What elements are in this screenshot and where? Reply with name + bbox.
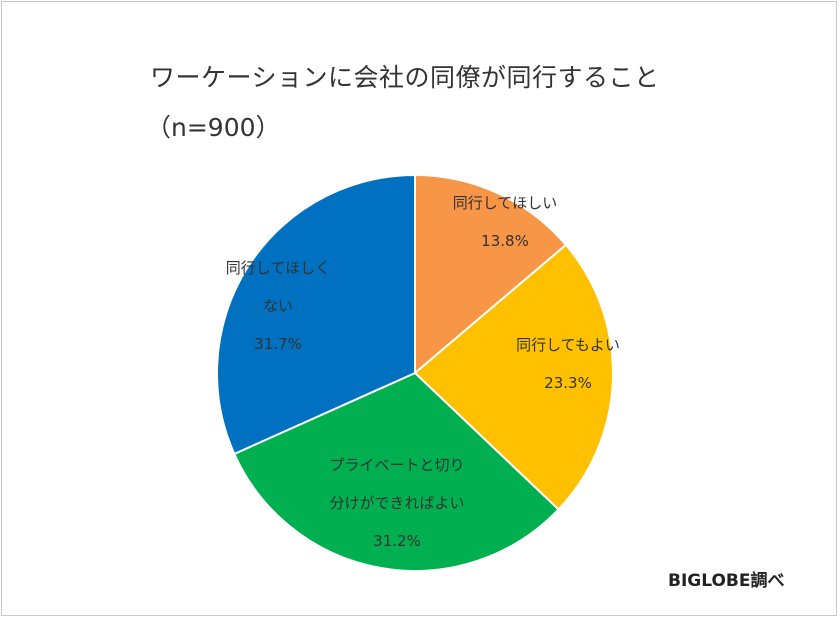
slice-labels: 同行してほしい 13.8% 同行してもよい 23.3% プライベートと切り分けができれば… <box>226 194 620 550</box>
pie-slice-3 <box>216 173 416 456</box>
slice-category-label-0: 同行してほしい <box>453 194 558 212</box>
slice-category-label-3: 同行してほしく <box>226 259 331 277</box>
slice-value-label-3: 31.7% <box>254 335 302 353</box>
chart-title: ワーケーションに会社の同僚が同行すること <box>150 63 660 92</box>
chart-subtitle: （n=900） <box>146 113 281 142</box>
pie-slice-2 <box>232 371 560 572</box>
pie-slice-0 <box>414 173 568 376</box>
slice-value-label-0: 13.8% <box>481 232 529 250</box>
slice-category-label-1: 同行してもよい <box>516 336 620 354</box>
slice-category-label-2: プライベートと切り <box>329 456 464 474</box>
pie-slice-1 <box>413 243 614 511</box>
slice-value-label-2: 31.2% <box>373 532 421 550</box>
pie-slices <box>216 173 614 572</box>
source-credit: BIGLOBE調べ <box>668 571 785 591</box>
slice-category-label-3: ない <box>263 297 293 315</box>
slice-category-label-2: 分けができればよい <box>329 494 464 512</box>
slice-value-label-1: 23.3% <box>544 374 592 392</box>
